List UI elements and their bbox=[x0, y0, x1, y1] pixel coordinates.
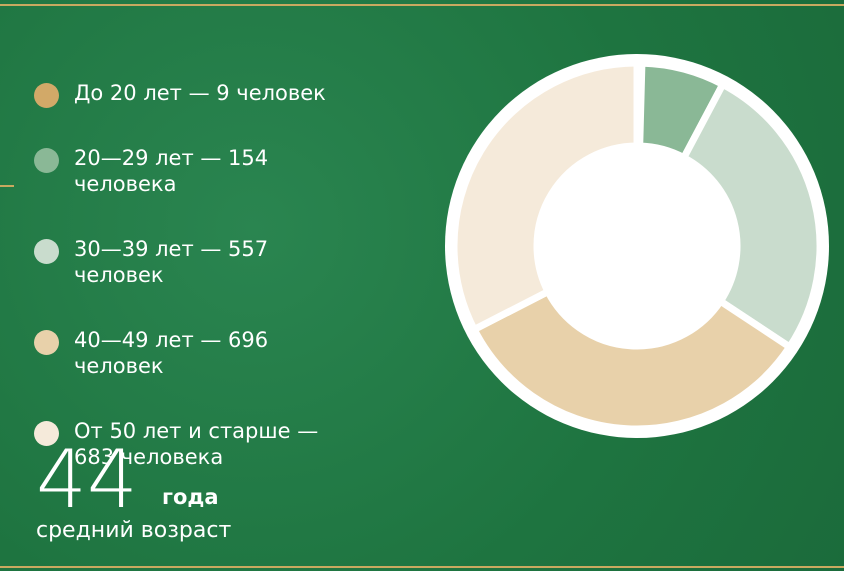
legend-swatch bbox=[34, 239, 59, 264]
legend-item: 40—49 лет — 696 человек bbox=[34, 327, 364, 379]
legend-swatch bbox=[34, 421, 59, 446]
legend: До 20 лет — 9 человек 20—29 лет — 154 чел… bbox=[34, 80, 364, 509]
legend-label: 40—49 лет — 696 человек bbox=[74, 328, 269, 378]
legend-item: 30—39 лет — 557 человек bbox=[34, 236, 364, 288]
legend-swatch bbox=[34, 83, 59, 108]
frame-line bbox=[0, 566, 844, 568]
frame-line bbox=[0, 4, 844, 6]
legend-label: До 20 лет — 9 человек bbox=[74, 81, 326, 105]
stat-label: средний возраст bbox=[36, 518, 232, 543]
legend-label: 30—39 лет — 557 человек bbox=[74, 237, 269, 287]
legend-item: 20—29 лет — 154 человека bbox=[34, 145, 364, 197]
stat-value: 44 bbox=[36, 433, 138, 526]
legend-label: От 50 лет и старше — 683 человека bbox=[74, 419, 319, 469]
legend-swatch bbox=[34, 330, 59, 355]
donut-hole bbox=[534, 143, 740, 349]
frame-line bbox=[0, 185, 14, 187]
legend-label: 20—29 лет — 154 человека bbox=[74, 146, 269, 196]
legend-item: От 50 лет и старше — 683 человека bbox=[34, 418, 364, 470]
stat-unit: года bbox=[162, 485, 219, 509]
legend-swatch bbox=[34, 148, 59, 173]
legend-item: До 20 лет — 9 человек bbox=[34, 80, 364, 108]
